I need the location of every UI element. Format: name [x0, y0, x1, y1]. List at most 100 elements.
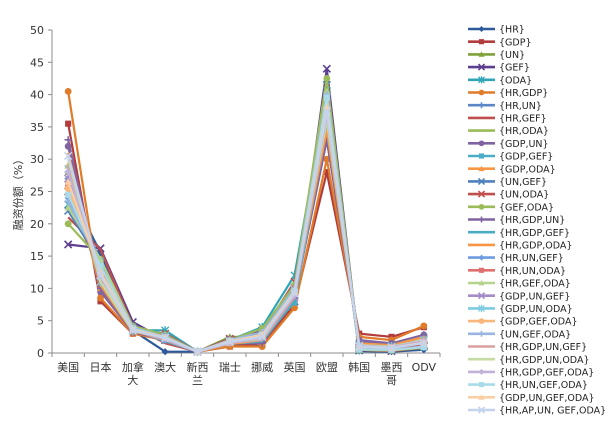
- series-9: [64, 136, 428, 356]
- legend-item: {HR,UN}: [468, 101, 542, 112]
- data-point: [64, 240, 73, 249]
- series-layer: [64, 64, 428, 357]
- data-point: [96, 271, 105, 280]
- legend-item: {HR,GEF}: [468, 114, 547, 125]
- data-point: [64, 220, 72, 228]
- legend-marker: [477, 406, 486, 414]
- legend-marker: [478, 368, 485, 375]
- legend-marker: [478, 102, 485, 109]
- series-15: [64, 136, 428, 356]
- data-point: [128, 326, 137, 335]
- data-point: [291, 304, 298, 312]
- data-point: [290, 289, 299, 298]
- data-point: [161, 348, 169, 356]
- y-tick-label: 30: [30, 153, 44, 166]
- legend-marker: [477, 177, 486, 185]
- legend-item: {GDP,GEF}: [468, 152, 553, 163]
- legend-label: {UN,ODA}: [499, 190, 549, 201]
- legend-marker: [477, 63, 486, 71]
- y-axis-label: 融资份额（%）: [12, 154, 25, 230]
- legend-item: {GEF}: [468, 63, 530, 74]
- legend-item: {HR,UN,GEF,ODA}: [468, 380, 588, 391]
- legend-marker: [478, 382, 485, 388]
- legend-label: {HR,UN,ODA}: [499, 266, 566, 277]
- data-point: [64, 168, 72, 176]
- legend-item: {GDP,GEF,ODA}: [468, 317, 578, 328]
- data-point: [193, 347, 202, 356]
- y-tick-label: 5: [37, 315, 44, 328]
- data-point: [420, 344, 427, 351]
- x-tick-label: 澳大: [154, 360, 176, 374]
- legend-marker: [478, 140, 485, 147]
- legend-item: {HR,GDP,GEF,ODA}: [468, 368, 594, 379]
- series-line: [67, 91, 425, 353]
- y-tick-label: 35: [30, 121, 44, 134]
- legend-label: {GDP,UN,GEF}: [499, 291, 570, 302]
- x-tick-label: 日本: [90, 360, 112, 374]
- legend-label: {GDP,GEF}: [499, 152, 553, 163]
- legend-label: {HR,GDP,UN}: [499, 215, 565, 226]
- data-point: [161, 333, 170, 343]
- legend-marker: [478, 318, 485, 324]
- legend-marker: [478, 203, 485, 210]
- y-tick-label: 50: [30, 24, 44, 37]
- x-tick-label: 加拿: [122, 360, 144, 374]
- x-tick-label: 英国: [284, 360, 306, 374]
- legend-label: {HR,GDP,GEF}: [499, 228, 570, 239]
- data-point: [97, 294, 104, 302]
- legend-marker: [478, 216, 485, 223]
- legend-label: {ODA}: [499, 75, 532, 86]
- series-30: [64, 106, 428, 356]
- data-point: [65, 120, 72, 127]
- x-tick-label: 哥: [386, 374, 397, 387]
- legend-marker: [478, 39, 485, 45]
- legend-label: {GEF}: [499, 63, 530, 74]
- series-line: [67, 109, 424, 353]
- data-point: [64, 87, 72, 95]
- legend-item: {HR,GDP,UN,ODA}: [468, 355, 589, 366]
- y-tick-label: 20: [30, 218, 44, 231]
- x-tick-label: 墨西: [381, 361, 403, 374]
- legend-label: {HR}: [499, 25, 525, 36]
- legend-label: {GDP,UN}: [499, 139, 549, 150]
- legend-marker: [478, 394, 485, 400]
- data-point: [387, 343, 396, 352]
- data-point: [420, 322, 428, 330]
- data-point: [323, 75, 331, 82]
- x-tick-label: 美国: [57, 361, 79, 374]
- legend-label: {GDP,UN,ODA}: [499, 304, 573, 315]
- legend-label: {HR,AP,UN, GEF,ODA}: [499, 406, 606, 417]
- data-point: [64, 136, 72, 144]
- legend-marker: [478, 76, 485, 84]
- legend-item: {GDP}: [468, 37, 532, 48]
- legend-label: {UN,GEF,ODA}: [499, 329, 571, 340]
- data-point: [322, 106, 331, 115]
- y-tick-label: 15: [30, 250, 44, 263]
- y-tick-label: 40: [30, 89, 44, 102]
- legend-label: {HR,GEF}: [499, 114, 547, 125]
- legend-label: {UN}: [499, 50, 525, 61]
- legend-label: {UN,GEF}: [499, 177, 547, 188]
- data-point: [64, 204, 72, 211]
- legend-marker: [478, 280, 485, 286]
- legend-item: {GDP,UN,GEF}: [468, 291, 570, 302]
- legend: {HR}{GDP} {UN} {GEF}{ODA} {HR,GDP} {HR,UN} {H…: [468, 25, 606, 417]
- legend-item: {HR,GDP,UN,GEF}: [468, 342, 587, 353]
- y-tick-label: 25: [30, 186, 44, 199]
- legend-marker: [478, 330, 485, 337]
- legend-label: {GDP}: [499, 37, 532, 48]
- legend-label: {HR,ODA}: [499, 126, 549, 137]
- legend-item: {HR,GDP,GEF}: [468, 228, 570, 239]
- data-point: [322, 64, 331, 73]
- data-point: [323, 169, 330, 176]
- legend-item: {HR,GDP}: [468, 88, 548, 99]
- legend-item: {HR,GDP,UN}: [468, 215, 565, 226]
- x-tick-label: 兰: [192, 374, 203, 387]
- x-tick-label: 新西: [187, 360, 209, 374]
- legend-item: {UN,GEF}: [468, 177, 547, 188]
- legend-label: {GEF,ODA}: [499, 202, 554, 213]
- legend-label: {HR,GDP,GEF,ODA}: [499, 368, 594, 379]
- data-point: [323, 94, 330, 101]
- legend-item: {HR,UN,ODA}: [468, 266, 566, 277]
